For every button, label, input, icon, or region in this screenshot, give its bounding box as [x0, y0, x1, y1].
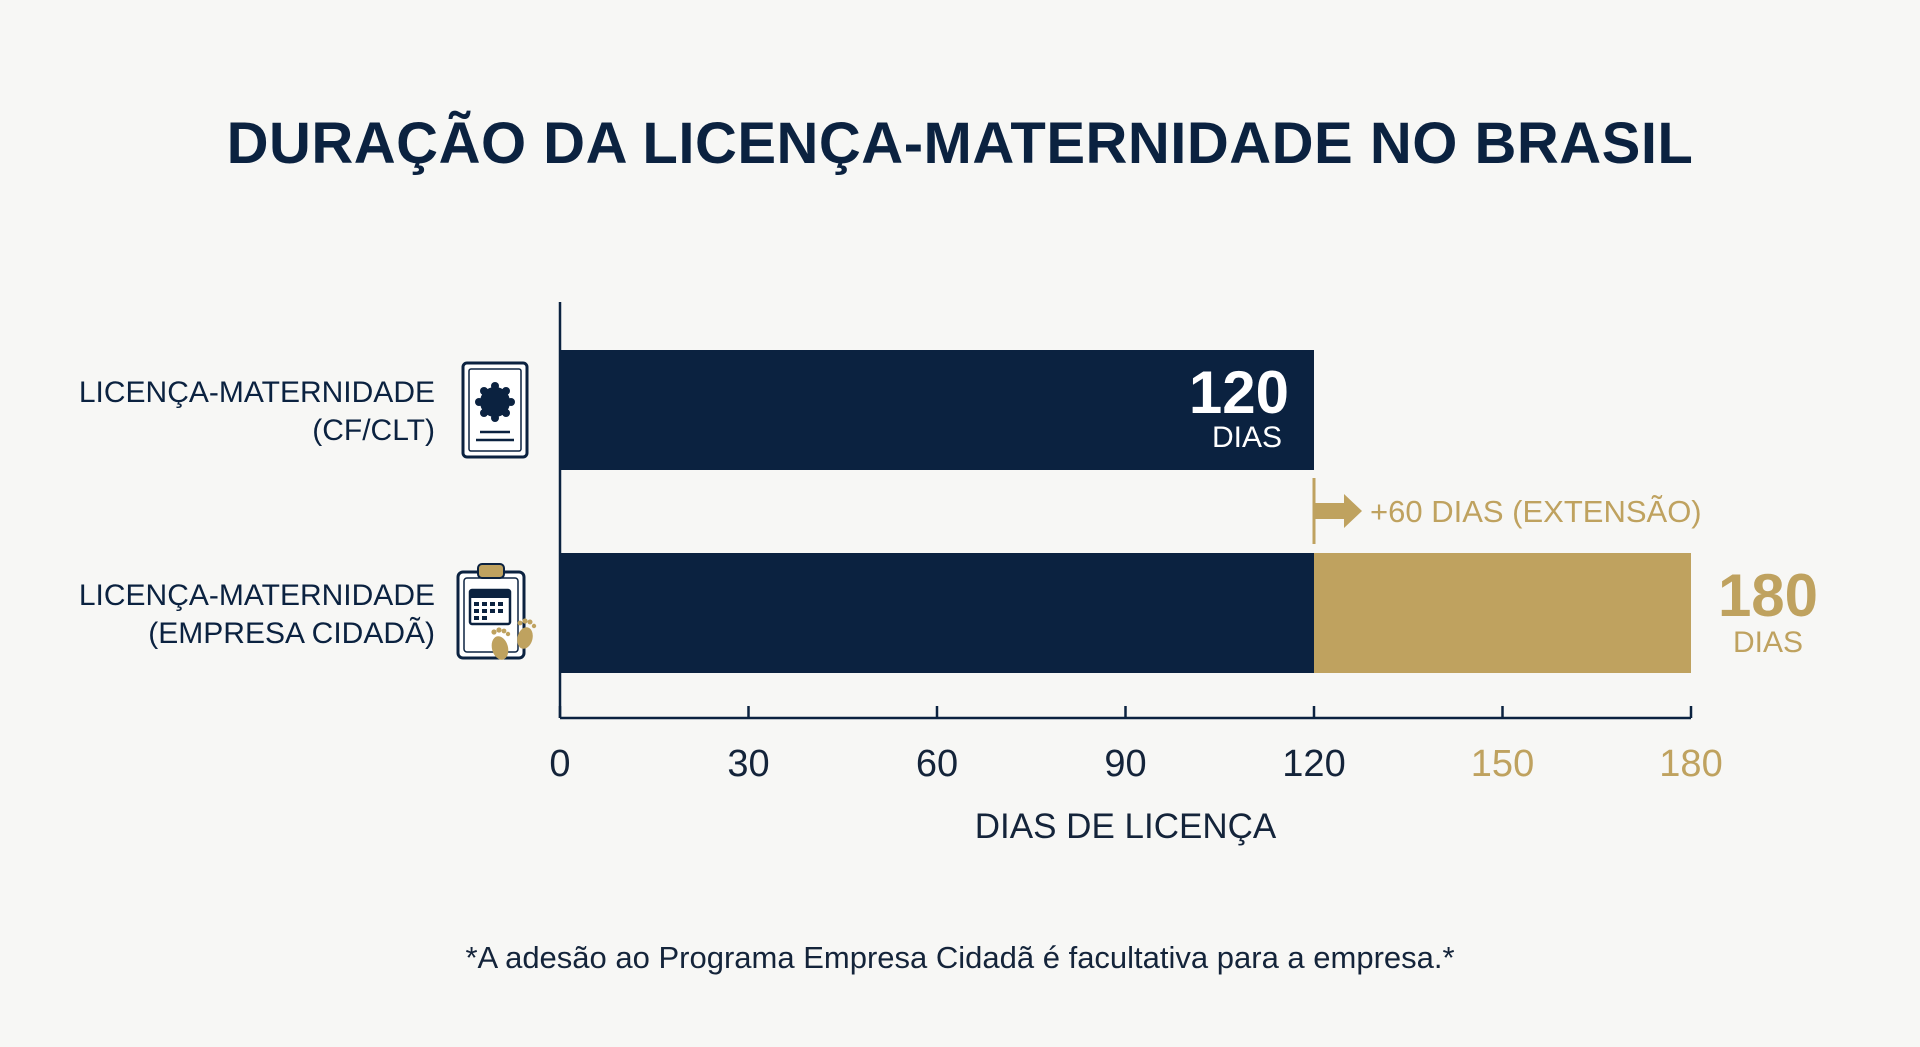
x-tick-label-0: 0: [549, 743, 570, 785]
value-label-row1-number: 120: [1189, 359, 1289, 426]
value-label-row1-unit: DIAS: [1212, 421, 1282, 454]
x-tick-label-150: 150: [1471, 743, 1534, 785]
footnote: *A adesão ao Programa Empresa Cidadã é f…: [465, 940, 1455, 975]
row-label-clt-line1: LICENÇA-MATERNIDADE: [78, 376, 435, 409]
x-tick-label-120: 120: [1282, 743, 1345, 785]
row-label-clt: LICENÇA-MATERNIDADE (CF/CLT): [79, 374, 435, 450]
x-tick-label-60: 60: [916, 743, 958, 785]
extension-arrow-icon: [1314, 494, 1362, 528]
row-label-empresa-line2: (EMPRESA CIDADÃ): [148, 617, 435, 650]
bar-row2-segment1: [560, 553, 1314, 673]
row-label-empresa-cidada: LICENÇA-MATERNIDADE (EMPRESA CIDADÃ): [79, 577, 435, 653]
bar-row1-segment1: [560, 350, 1314, 470]
bar-row2-segment2: [1314, 553, 1691, 673]
x-axis-title: DIAS DE LICENÇA: [975, 807, 1277, 846]
calendar-clipboard-footprints-icon: [454, 560, 544, 673]
row-label-clt-line2: (CF/CLT): [312, 414, 435, 447]
value-label-row2-unit: DIAS: [1733, 626, 1803, 659]
row-label-empresa-line1: LICENÇA-MATERNIDADE: [78, 579, 435, 612]
x-tick-label-90: 90: [1104, 743, 1146, 785]
value-label-row2-number: 180: [1718, 562, 1818, 629]
x-tick-label-180: 180: [1659, 743, 1722, 785]
chart-title: DURAÇÃO DA LICENÇA-MATERNIDADE NO BRASIL: [226, 111, 1694, 176]
x-tick-label-30: 30: [727, 743, 769, 785]
extension-annotation: +60 DIAS (EXTENSÃO): [1370, 494, 1702, 529]
certificate-document-icon: [460, 360, 532, 465]
